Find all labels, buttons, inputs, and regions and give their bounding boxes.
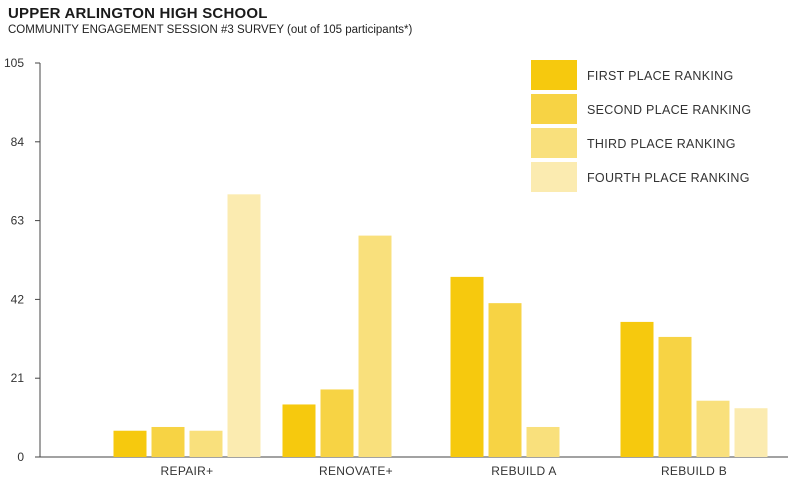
bar-repair-series-4	[227, 194, 261, 458]
y-tick-label: 21	[11, 371, 25, 385]
bar-rebuild-b-series-1	[620, 321, 654, 457]
bar-repair-series-1	[113, 430, 147, 457]
bars	[113, 194, 768, 458]
legend-item: FIRST PLACE RANKING	[531, 60, 733, 90]
category-label: REBUILD B	[661, 464, 727, 478]
category-labels: REPAIR+ RENOVATE+ REBUILD A REBUILD B	[161, 464, 727, 478]
y-tick-label: 0	[17, 450, 24, 464]
y-tick-label: 84	[11, 135, 25, 149]
category-label: REPAIR+	[161, 464, 214, 478]
legend-item: THIRD PLACE RANKING	[531, 128, 736, 158]
legend-swatch	[531, 60, 577, 90]
bar-rebuild-b-series-2	[658, 336, 692, 457]
legend-swatch	[531, 94, 577, 124]
y-tick-label: 42	[11, 292, 25, 306]
legend-label: THIRD PLACE RANKING	[587, 137, 736, 151]
legend-item: SECOND PLACE RANKING	[531, 94, 751, 124]
legend-swatch	[531, 128, 577, 158]
category-label: RENOVATE+	[319, 464, 393, 478]
bar-repair-series-2	[151, 426, 185, 457]
chart-title: UPPER ARLINGTON HIGH SCHOOL	[8, 5, 268, 22]
bar-rebuild-a-series-3	[526, 426, 560, 457]
legend-swatch	[531, 162, 577, 192]
bar-renovate-series-1	[282, 404, 316, 457]
bar-renovate-series-2	[320, 389, 354, 457]
bar-rebuild-b-series-3	[696, 400, 730, 457]
legend-label: SECOND PLACE RANKING	[587, 103, 751, 117]
chart-subtitle: COMMUNITY ENGAGEMENT SESSION #3 SURVEY (…	[8, 24, 413, 36]
legend-label: FOURTH PLACE RANKING	[587, 171, 750, 185]
bar-repair-series-3	[189, 430, 223, 457]
bar-rebuild-b-series-4	[734, 408, 768, 457]
legend: FIRST PLACE RANKING SECOND PLACE RANKING T…	[531, 60, 751, 192]
y-tick-label: 105	[4, 56, 24, 70]
bar-rebuild-a-series-2	[488, 303, 522, 457]
bar-rebuild-a-series-1	[450, 276, 484, 457]
category-label: REBUILD A	[491, 464, 556, 478]
legend-item: FOURTH PLACE RANKING	[531, 162, 750, 192]
bar-renovate-series-3	[358, 235, 392, 457]
y-tick-label: 63	[11, 214, 25, 228]
legend-label: FIRST PLACE RANKING	[587, 69, 733, 83]
